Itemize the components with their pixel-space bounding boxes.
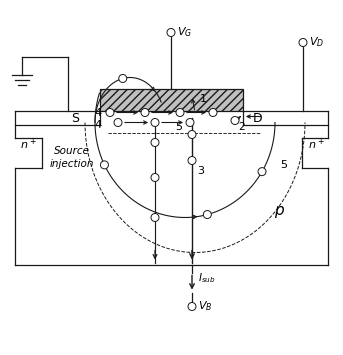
Circle shape (106, 109, 114, 116)
Circle shape (151, 138, 159, 147)
Circle shape (176, 109, 184, 116)
Circle shape (141, 109, 149, 116)
Text: $n^+$: $n^+$ (308, 137, 324, 152)
Circle shape (151, 174, 159, 181)
Text: 5: 5 (175, 122, 182, 132)
Text: 1: 1 (200, 93, 207, 104)
Circle shape (203, 211, 211, 219)
Circle shape (188, 157, 196, 164)
Circle shape (151, 213, 159, 222)
Circle shape (299, 38, 307, 47)
Circle shape (119, 75, 127, 82)
Circle shape (151, 119, 159, 126)
Circle shape (188, 131, 196, 138)
Text: $V_G$: $V_G$ (177, 26, 192, 39)
Bar (100, 88, 243, 110)
Circle shape (188, 302, 196, 311)
Text: $I_{sub}$: $I_{sub}$ (198, 272, 216, 285)
Text: $p$: $p$ (274, 204, 285, 220)
Circle shape (100, 161, 108, 169)
Text: $V_D$: $V_D$ (309, 36, 324, 49)
Circle shape (231, 116, 239, 125)
Text: $n^+$: $n^+$ (20, 137, 36, 152)
Text: 2: 2 (238, 122, 245, 132)
Bar (100, 88, 243, 110)
Text: S: S (71, 112, 79, 125)
Circle shape (186, 119, 194, 126)
Text: 4: 4 (95, 108, 102, 118)
Text: $V_B$: $V_B$ (198, 300, 212, 313)
Circle shape (258, 168, 266, 176)
Text: D: D (253, 112, 263, 125)
Text: 4: 4 (95, 120, 102, 131)
Circle shape (114, 119, 122, 126)
Text: 5: 5 (280, 159, 287, 169)
Circle shape (209, 109, 217, 116)
Text: Source
injection: Source injection (50, 146, 94, 169)
Text: 3: 3 (197, 165, 204, 175)
Circle shape (167, 28, 175, 37)
